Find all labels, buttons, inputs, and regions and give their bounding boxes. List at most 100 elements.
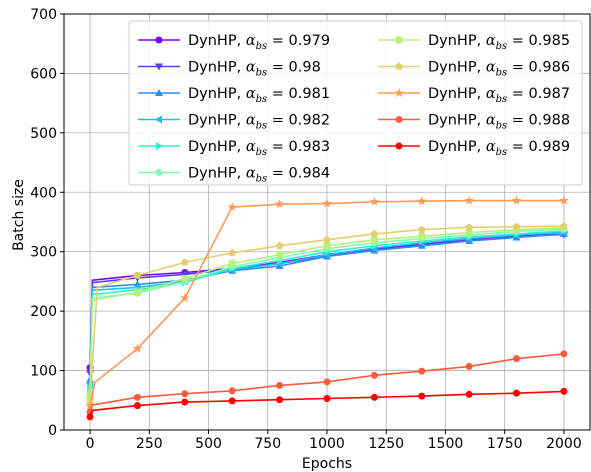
data-point <box>181 274 189 282</box>
x-tick-label: 1000 <box>309 436 345 452</box>
data-point <box>180 293 190 303</box>
series-line <box>89 353 564 413</box>
legend-value: 0.989 <box>529 139 571 155</box>
legend-label: DynHP, αbs = 0.988 <box>428 113 570 132</box>
series-line <box>89 231 564 384</box>
x-tick-label: 2000 <box>546 436 582 452</box>
data-point <box>275 241 284 250</box>
data-point <box>418 367 426 375</box>
x-tick-label: 1250 <box>368 436 404 452</box>
data-point <box>180 271 189 279</box>
series-0.987 <box>85 195 569 411</box>
data-point <box>417 196 427 206</box>
legend-label: DynHP, αbs = 0.989 <box>428 139 570 158</box>
data-point <box>465 390 473 398</box>
data-point <box>181 390 189 398</box>
data-point <box>132 343 143 353</box>
legend-label: DynHP, αbs = 0.986 <box>428 60 570 79</box>
y-tick-label: 500 <box>30 126 57 142</box>
legend-swatch-marker <box>395 62 403 70</box>
x-axis-label: Epochs <box>302 456 352 472</box>
legend-entry-0.984: DynHP, αbs = 0.984 <box>138 166 330 185</box>
legend-value: 0.987 <box>529 86 571 102</box>
data-point <box>369 196 380 206</box>
legend-entry-0.98: DynHP, αbs = 0.98 <box>138 60 321 79</box>
x-tick-label: 1500 <box>428 436 464 452</box>
legend-value: 0.985 <box>529 33 571 49</box>
y-tick-label: 300 <box>30 245 57 261</box>
data-point <box>276 396 284 404</box>
legend-entry-0.981: DynHP, αbs = 0.981 <box>138 86 330 105</box>
legend-entry-0.986: DynHP, αbs = 0.986 <box>378 60 570 79</box>
data-point <box>181 258 189 266</box>
legend-value: 0.979 <box>289 33 331 49</box>
data-point <box>560 222 568 230</box>
data-point <box>276 381 284 389</box>
data-point <box>85 401 95 411</box>
legend-swatch-marker <box>394 88 404 98</box>
legend-value: 0.982 <box>289 113 331 129</box>
data-point <box>465 223 473 231</box>
series-line <box>89 390 564 418</box>
legend-label: DynHP, αbs = 0.98 <box>188 60 321 79</box>
legend-swatch-marker <box>395 142 403 150</box>
legend-box <box>128 20 583 186</box>
data-point <box>559 195 569 205</box>
legend-entry-0.985: DynHP, αbs = 0.985 <box>378 33 570 52</box>
y-tick-label: 600 <box>30 66 57 82</box>
x-tick-label: 500 <box>195 436 222 452</box>
data-point <box>370 229 379 238</box>
legend-value: 0.981 <box>289 86 331 102</box>
data-point <box>323 378 331 386</box>
data-point <box>133 288 141 296</box>
data-point <box>133 393 141 401</box>
legend-entry-0.987: DynHP, αbs = 0.987 <box>378 86 570 105</box>
legend-label: DynHP, αbs = 0.979 <box>188 33 330 52</box>
legend-swatch-marker <box>155 36 163 44</box>
data-point <box>181 398 189 406</box>
data-point <box>418 392 426 400</box>
series-0.988 <box>86 350 568 416</box>
legend: DynHP, αbs = 0.979 DynHP, αbs = 0.98 DynHP… <box>128 20 583 186</box>
y-tick-label: 400 <box>30 185 57 201</box>
data-point <box>417 241 426 249</box>
legend-swatch-marker <box>395 116 403 123</box>
legend-value: 0.988 <box>529 113 571 129</box>
legend-entry-0.979: DynHP, αbs = 0.979 <box>138 33 330 52</box>
series-line <box>89 199 564 407</box>
data-point <box>370 371 378 379</box>
series-line <box>89 233 564 380</box>
x-tick-label: 750 <box>254 436 281 452</box>
data-point <box>465 362 473 370</box>
data-point <box>418 232 426 240</box>
data-point <box>370 393 378 401</box>
data-point <box>276 251 284 259</box>
legend-value: 0.983 <box>289 139 331 155</box>
y-tick-label: 0 <box>48 423 57 439</box>
data-point <box>322 198 332 208</box>
legend-swatch-marker <box>395 36 403 44</box>
data-point <box>228 397 236 405</box>
data-point <box>133 271 142 279</box>
data-point <box>323 395 331 403</box>
series-line <box>89 230 564 389</box>
data-point <box>227 202 237 212</box>
data-point <box>464 195 474 205</box>
data-point <box>560 387 568 395</box>
series-line <box>89 225 564 404</box>
y-tick-label: 700 <box>30 7 57 23</box>
legend-label: DynHP, αbs = 0.985 <box>428 33 570 52</box>
data-point <box>133 402 141 410</box>
series-layer <box>85 195 569 421</box>
legend-swatch-marker <box>155 89 163 96</box>
data-point <box>560 350 568 358</box>
x-tick-label: 250 <box>136 436 163 452</box>
legend-entry-0.989: DynHP, αbs = 0.989 <box>378 139 570 158</box>
data-point <box>228 387 236 395</box>
data-point <box>274 199 285 209</box>
data-point <box>417 225 426 233</box>
axis-ticks: 0 250 500 750 1000 1250 1500 1750 2000 0 100 200 300… <box>30 7 581 452</box>
y-tick-label: 200 <box>30 304 57 320</box>
legend-value: 0.98 <box>289 60 321 76</box>
